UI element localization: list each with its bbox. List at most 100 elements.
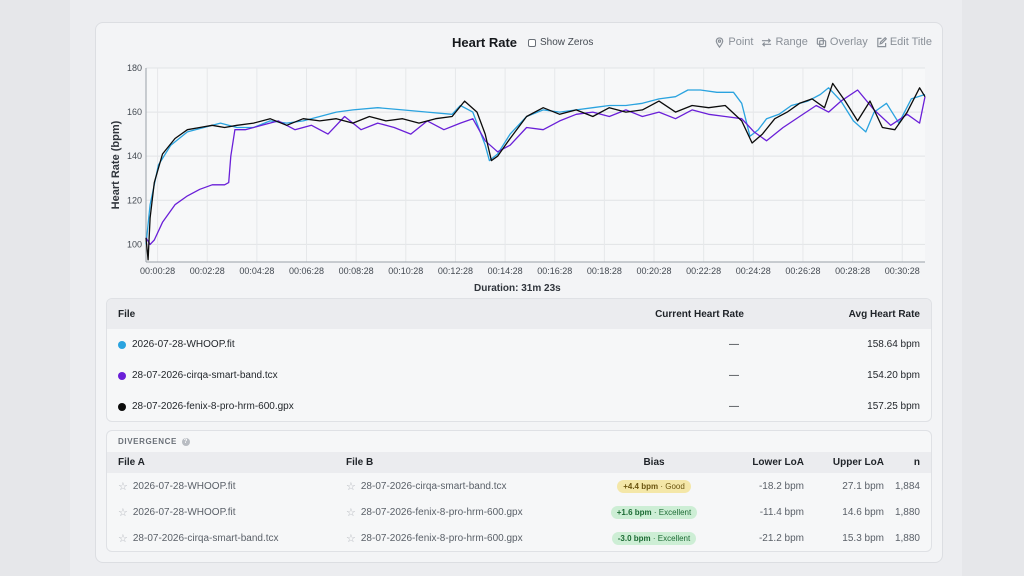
series-line-2	[145, 82, 926, 261]
file-row[interactable]: 28-07-2026-fenix-8-pro-hrm-600.gpx — 157.2…	[107, 391, 931, 421]
y-axis-label: Heart Rate (bpm)	[110, 120, 122, 209]
file-row[interactable]: 28-07-2026-cirqa-smart-band.tcx — 154.20 b…	[107, 360, 931, 391]
bias-badge: +1.6 bpm · Excellent	[610, 505, 698, 519]
x-tick-label: 00:28:28	[835, 266, 870, 276]
file-a-name: 2026-07-28-WHOOP.fit	[132, 480, 236, 492]
bias-value: +4.4 bpm	[623, 481, 659, 491]
y-tick-label: 120	[127, 195, 142, 205]
current-hr-column-header: Current Heart Rate	[655, 308, 744, 320]
x-tick-label: 00:08:28	[339, 266, 374, 276]
file-name: 2026-07-28-WHOOP.fit	[132, 339, 235, 350]
plot-area	[146, 68, 925, 262]
divergence-row: ☆ 2026-07-28-WHOOP.fit ☆ 28-07-2026-fenix-8…	[107, 499, 931, 525]
x-tick-label: 00:20:28	[637, 266, 672, 276]
x-tick-label: 00:18:28	[587, 266, 622, 276]
x-tick-label: 00:26:28	[785, 266, 820, 276]
x-tick-label: 00:30:28	[885, 266, 920, 276]
divergence-table: DIVERGENCE ? File A File B Bias Lower Lo…	[106, 430, 932, 552]
lower-loa-value: -18.2 bpm	[758, 480, 804, 492]
divergence-row: ☆ 2026-07-28-WHOOP.fit ☆ 28-07-2026-cirqa-s…	[107, 473, 931, 499]
chart-toolbar: Point Range Overlay Edit Title	[714, 36, 932, 48]
file-b-column-header: File B	[346, 457, 374, 468]
bias-value: -3.0 bpm	[617, 533, 651, 543]
divergence-header: File A File B Bias Lower LoA Upper LoA n	[107, 452, 931, 473]
file-b-name: 28-07-2026-cirqa-smart-band.tcx	[360, 480, 507, 492]
bias-badge: +4.4 bpm · Good	[617, 479, 691, 493]
n-value: 1,880	[894, 506, 920, 518]
file-a-name: 2026-07-28-WHOOP.fit	[132, 506, 236, 518]
file-a-column-header: File A	[118, 457, 145, 468]
file-row[interactable]: 2026-07-28-WHOOP.fit — 158.64 bpm	[107, 329, 931, 360]
bias-value: +1.6 bpm	[616, 507, 652, 517]
lower-loa-column-header: Lower LoA	[752, 457, 804, 468]
duration-label: Duration: 31m 23s	[474, 283, 561, 294]
current-hr-value: —	[729, 339, 739, 350]
avg-hr-column-header: Avg Heart Rate	[848, 308, 920, 320]
divergence-row: ☆ 28-07-2026-cirqa-smart-band.tcx ☆ 28-07-2…	[107, 525, 931, 551]
chart-title: Heart Rate	[452, 35, 518, 50]
edit-title-button[interactable]: Edit Title	[876, 36, 932, 48]
file-name: 28-07-2026-cirqa-smart-band.tcx	[132, 370, 278, 381]
x-tick-label: 00:06:28	[289, 266, 324, 276]
y-tick-label: 160	[127, 107, 142, 117]
bias-column-header: Bias	[643, 457, 665, 468]
range-button[interactable]: Range	[761, 36, 808, 48]
upper-loa-value: 14.6 bpm	[842, 506, 884, 518]
upper-loa-value: 15.3 bpm	[842, 532, 884, 544]
star-icon[interactable]: ☆	[346, 480, 356, 493]
file-column-header: File	[118, 308, 136, 320]
x-tick-label: 00:04:28	[239, 266, 274, 276]
y-tick-label: 100	[127, 239, 142, 249]
overlay-button[interactable]: Overlay	[816, 36, 868, 48]
series-color-dot	[118, 371, 126, 380]
y-tick-label: 140	[127, 151, 142, 161]
x-tick-label: 00:24:28	[736, 266, 771, 276]
files-table-header: File Current Heart Rate Avg Heart Rate	[107, 299, 931, 329]
x-tick-label: 00:14:28	[488, 266, 523, 276]
copy-icon	[816, 37, 827, 47]
info-icon[interactable]: ?	[181, 437, 190, 446]
n-value: 1,880	[894, 532, 920, 544]
n-value: 1,884	[894, 480, 920, 492]
show-zeros-toggle[interactable]: Show Zeros	[528, 37, 593, 48]
star-icon[interactable]: ☆	[118, 506, 128, 519]
bias-rating: Excellent	[657, 533, 691, 543]
show-zeros-label: Show Zeros	[540, 37, 594, 48]
x-tick-label: 00:12:28	[438, 266, 473, 276]
series-line-1	[145, 89, 926, 246]
swap-arrows-icon	[762, 37, 772, 47]
upper-loa-column-header: Upper LoA	[832, 457, 884, 468]
lower-loa-value: -21.2 bpm	[758, 532, 804, 544]
file-b-name: 28-07-2026-fenix-8-pro-hrm-600.gpx	[360, 506, 523, 518]
avg-hr-value: 154.20 bpm	[867, 370, 920, 381]
star-icon[interactable]: ☆	[346, 532, 356, 545]
divergence-title: DIVERGENCE ?	[118, 437, 190, 446]
file-a-name: 28-07-2026-cirqa-smart-band.tcx	[132, 532, 279, 544]
series-color-dot	[118, 340, 126, 349]
divergence-body: ☆ 2026-07-28-WHOOP.fit ☆ 28-07-2026-cirqa-s…	[107, 473, 931, 551]
edit-icon	[877, 36, 887, 47]
point-button[interactable]: Point	[714, 36, 753, 48]
files-table: File Current Heart Rate Avg Heart Rate 2…	[106, 298, 932, 422]
file-name: 28-07-2026-fenix-8-pro-hrm-600.gpx	[132, 401, 294, 412]
x-tick-label: 00:10:28	[388, 266, 423, 276]
lower-loa-value: -11.4 bpm	[759, 506, 804, 518]
current-hr-value: —	[729, 401, 739, 412]
star-icon[interactable]: ☆	[118, 532, 128, 545]
heart-rate-chart: 100 120 140 160 180 00:00:28 00:02:28 00:04:28 0…	[110, 63, 926, 276]
star-icon[interactable]: ☆	[346, 506, 356, 519]
bias-badge: -3.0 bpm · Excellent	[611, 531, 697, 545]
x-tick-label: 00:16:28	[537, 266, 572, 276]
x-tick-label: 00:00:28	[140, 266, 175, 276]
upper-loa-value: 27.1 bpm	[842, 480, 884, 492]
x-tick-label: 00:22:28	[686, 266, 721, 276]
star-icon[interactable]: ☆	[118, 480, 128, 493]
y-tick-label: 180	[127, 63, 142, 73]
bias-rating: Good	[665, 481, 685, 491]
current-hr-value: —	[729, 370, 739, 381]
map-pin-icon	[716, 36, 724, 48]
series-line-0	[145, 87, 926, 245]
x-tick-label: 00:02:28	[190, 266, 225, 276]
show-zeros-checkbox[interactable]	[528, 38, 536, 47]
bias-rating: Excellent	[658, 507, 692, 517]
